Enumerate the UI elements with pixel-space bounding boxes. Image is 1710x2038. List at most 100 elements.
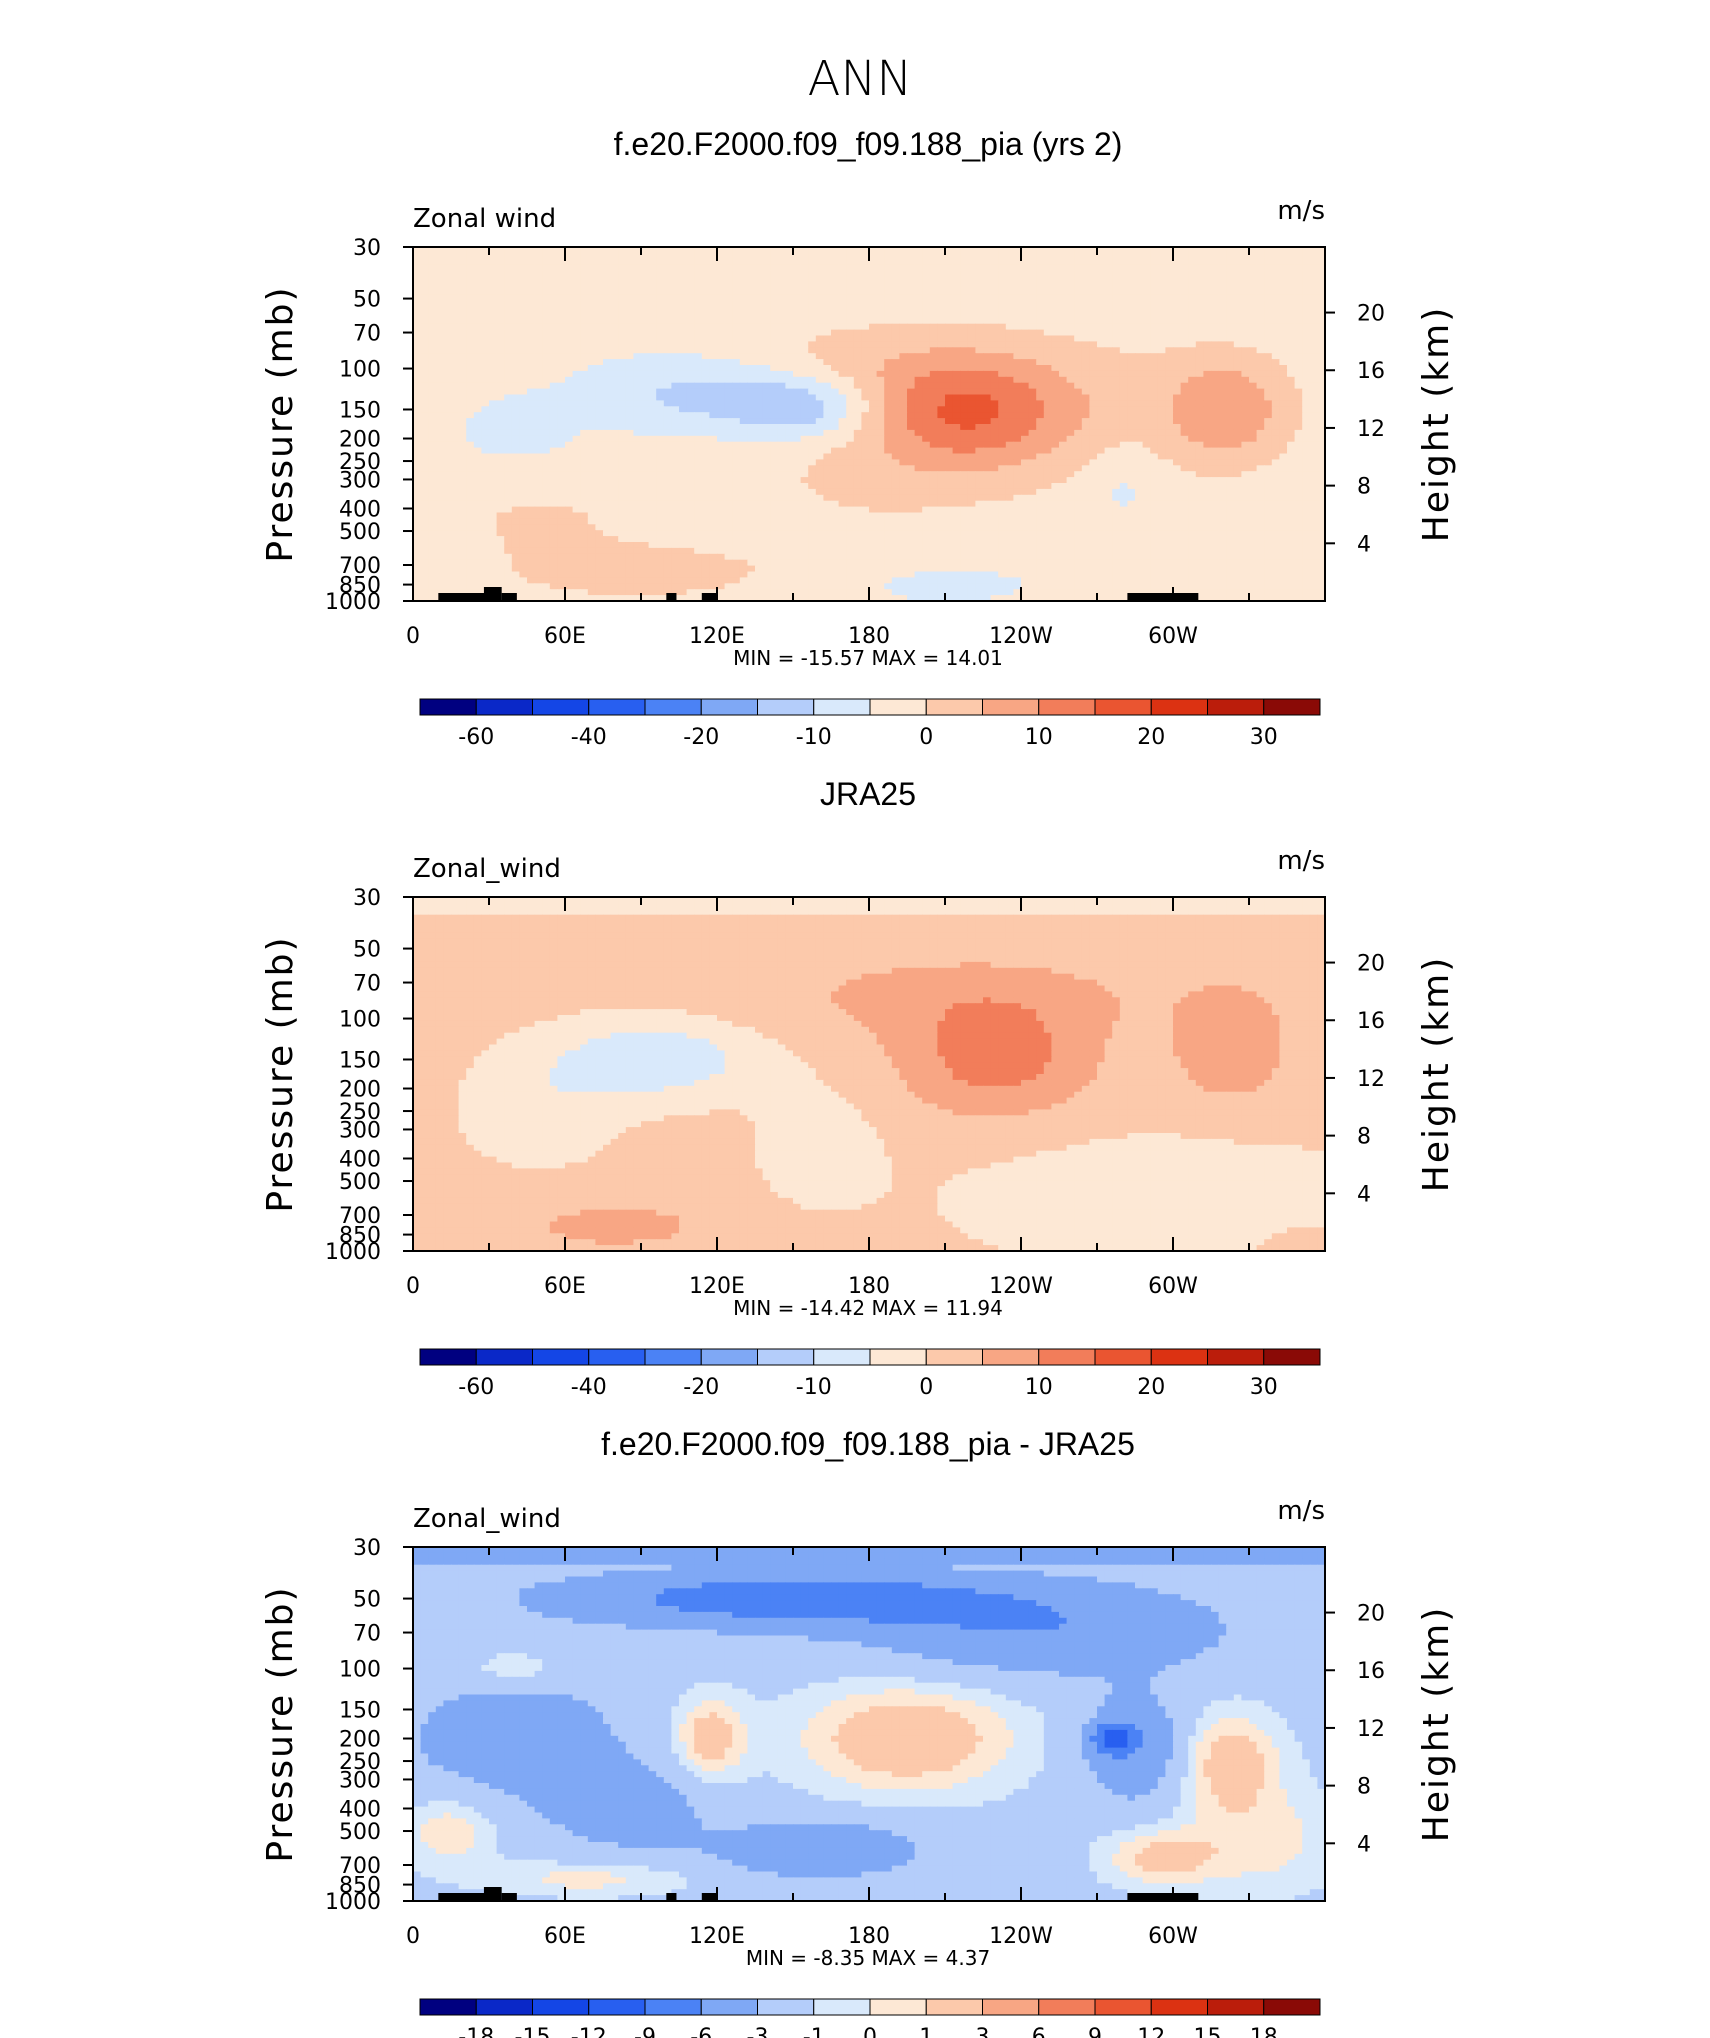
height-tick-label: 16 bbox=[1357, 1009, 1385, 1034]
colorbar-swatch bbox=[420, 1999, 476, 2015]
contour-field bbox=[413, 897, 1326, 1252]
units-label: m/s bbox=[1277, 196, 1325, 226]
colorbar-label: -1 bbox=[803, 2025, 825, 2038]
colorbar-swatch bbox=[814, 699, 870, 715]
pressure-tick-label: 500 bbox=[339, 520, 381, 545]
pressure-tick-label: 30 bbox=[353, 886, 381, 911]
colorbar-label: 20 bbox=[1137, 725, 1165, 750]
pressure-tick-label: 150 bbox=[339, 398, 381, 423]
colorbar-label: -20 bbox=[683, 1375, 719, 1400]
colorbar-swatch bbox=[701, 1999, 757, 2015]
land-block bbox=[484, 1887, 502, 1901]
pressure-tick-label: 30 bbox=[353, 236, 381, 261]
pressure-tick-label: 300 bbox=[339, 1768, 381, 1793]
pressure-tick-label: 500 bbox=[339, 1170, 381, 1195]
height-tick-label: 16 bbox=[1357, 1659, 1385, 1684]
colorbar-label: -10 bbox=[796, 1375, 832, 1400]
colorbar-swatch bbox=[645, 699, 701, 715]
land-block bbox=[702, 593, 717, 601]
colorbar-label: -15 bbox=[515, 2025, 551, 2038]
colorbar-label: 20 bbox=[1137, 1375, 1165, 1400]
land-block bbox=[666, 593, 676, 601]
pressure-tick-label: 200 bbox=[339, 1078, 381, 1103]
colorbar-swatch bbox=[1039, 699, 1095, 715]
pressure-tick-label: 500 bbox=[339, 1820, 381, 1845]
colorbar-label: -6 bbox=[690, 2025, 712, 2038]
pressure-tick-label: 200 bbox=[339, 1728, 381, 1753]
pressure-tick-label: 100 bbox=[339, 358, 381, 383]
height-tick-label: 4 bbox=[1357, 1182, 1371, 1207]
land-block bbox=[1127, 593, 1198, 601]
lon-tick-label: 60W bbox=[1148, 1274, 1198, 1299]
pressure-tick-label: 150 bbox=[339, 1048, 381, 1073]
colorbar-swatch bbox=[645, 1999, 701, 2015]
lon-tick-label: 120E bbox=[689, 1924, 745, 1949]
pressure-tick-label: 200 bbox=[339, 428, 381, 453]
colorbar-label: -60 bbox=[458, 1375, 494, 1400]
y2-axis-title: Height (km) bbox=[1416, 956, 1457, 1192]
colorbar-swatch bbox=[1151, 1349, 1207, 1365]
colorbar-label: 12 bbox=[1137, 2025, 1165, 2038]
height-tick-label: 20 bbox=[1357, 302, 1385, 327]
colorbar-swatch bbox=[1264, 1999, 1320, 2015]
colorbar-label: 30 bbox=[1250, 1375, 1278, 1400]
colorbar-swatch bbox=[870, 1349, 926, 1365]
colorbar-swatch bbox=[1039, 1349, 1095, 1365]
colorbar-swatch bbox=[870, 699, 926, 715]
y-axis-title: Pressure (mb) bbox=[260, 285, 301, 562]
land-block bbox=[438, 1893, 489, 1901]
pressure-tick-label: 1000 bbox=[325, 1890, 381, 1915]
lon-tick-label: 0 bbox=[406, 624, 420, 649]
land-block bbox=[484, 587, 502, 601]
pressure-tick-label: 1000 bbox=[325, 1240, 381, 1265]
colorbar: -60 -40 -20 -10 0 10 20 30 bbox=[420, 1349, 1320, 1400]
colorbar-swatch bbox=[645, 1349, 701, 1365]
contour-field bbox=[413, 1547, 1326, 1902]
y2-axis-title: Height (km) bbox=[1416, 306, 1457, 542]
colorbar-label: 9 bbox=[1088, 2025, 1102, 2038]
land-block bbox=[666, 1893, 676, 1901]
colorbar-swatch bbox=[1208, 1999, 1264, 2015]
colorbar-swatch bbox=[926, 1349, 982, 1365]
colorbar-label: -3 bbox=[747, 2025, 769, 2038]
lon-tick-label: 60E bbox=[544, 1924, 586, 1949]
colorbar-label: -20 bbox=[683, 725, 719, 750]
land-block bbox=[502, 1893, 517, 1901]
height-tick-label: 8 bbox=[1357, 1775, 1371, 1800]
colorbar-label: -60 bbox=[458, 725, 494, 750]
colorbar-swatch bbox=[1208, 1349, 1264, 1365]
height-tick-label: 4 bbox=[1357, 532, 1371, 557]
colorbar-swatch bbox=[983, 699, 1039, 715]
lon-tick-label: 120W bbox=[989, 1924, 1053, 1949]
y-axis-title: Pressure (mb) bbox=[260, 1585, 301, 1862]
y2-axis-title: Height (km) bbox=[1416, 1606, 1457, 1842]
colorbar-label: -40 bbox=[571, 725, 607, 750]
height-tick-label: 12 bbox=[1357, 1717, 1385, 1742]
panel-3: f.e20.F2000.f09_f09.188_pia - JRA25Zonal… bbox=[260, 1426, 1457, 2038]
colorbar-swatch bbox=[476, 1999, 532, 2015]
colorbar-label: -18 bbox=[458, 2025, 494, 2038]
colorbar-swatch bbox=[533, 699, 589, 715]
pressure-tick-label: 70 bbox=[353, 972, 381, 997]
colorbar-swatch bbox=[1095, 699, 1151, 715]
pressure-tick-label: 150 bbox=[339, 1698, 381, 1723]
pressure-tick-label: 400 bbox=[339, 497, 381, 522]
pressure-tick-label: 50 bbox=[353, 938, 381, 963]
colorbar-label: 10 bbox=[1025, 725, 1053, 750]
colorbar-label: 15 bbox=[1194, 2025, 1222, 2038]
colorbar-swatch bbox=[1264, 1349, 1320, 1365]
pressure-tick-label: 50 bbox=[353, 1588, 381, 1613]
colorbar: -18 -15 -12 -9 -6 -3 -1 0 1 3 6 9 12 15 18 bbox=[420, 1999, 1320, 2038]
pressure-tick-label: 50 bbox=[353, 288, 381, 313]
colorbar-swatch bbox=[1151, 1999, 1207, 2015]
colorbar-swatch bbox=[814, 1349, 870, 1365]
pressure-tick-label: 30 bbox=[353, 1536, 381, 1561]
colorbar-swatch bbox=[476, 1349, 532, 1365]
colorbar-swatch bbox=[1095, 1349, 1151, 1365]
height-tick-label: 8 bbox=[1357, 475, 1371, 500]
lon-tick-label: 60W bbox=[1148, 624, 1198, 649]
